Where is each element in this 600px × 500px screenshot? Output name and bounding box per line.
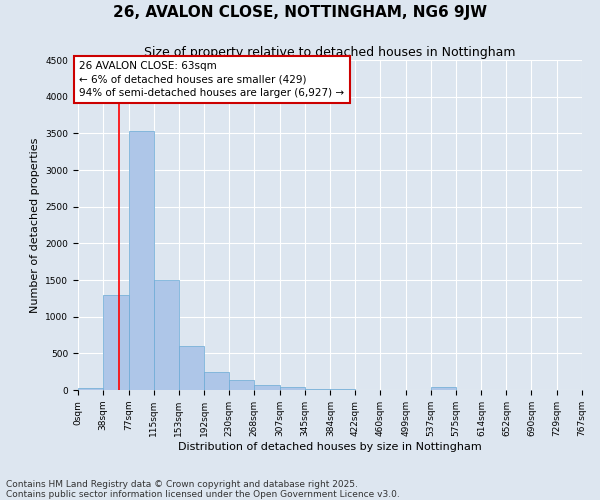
X-axis label: Distribution of detached houses by size in Nottingham: Distribution of detached houses by size … [178,442,482,452]
Bar [154,280,179,390]
Bar [229,380,254,390]
Text: 26, AVALON CLOSE, NOTTINGHAM, NG6 9JW: 26, AVALON CLOSE, NOTTINGHAM, NG6 9JW [113,5,487,20]
Bar [103,294,128,390]
Bar [431,387,456,390]
Text: 26 AVALON CLOSE: 63sqm
← 6% of detached houses are smaller (429)
94% of semi-det: 26 AVALON CLOSE: 63sqm ← 6% of detached … [79,62,344,98]
Bar [78,388,103,390]
Bar [128,131,154,390]
Bar [254,384,280,390]
Bar [280,387,305,390]
Text: Contains HM Land Registry data © Crown copyright and database right 2025.
Contai: Contains HM Land Registry data © Crown c… [6,480,400,499]
Bar [204,372,229,390]
Bar [305,388,331,390]
Y-axis label: Number of detached properties: Number of detached properties [30,138,40,312]
Bar [179,346,204,390]
Title: Size of property relative to detached houses in Nottingham: Size of property relative to detached ho… [144,46,516,59]
